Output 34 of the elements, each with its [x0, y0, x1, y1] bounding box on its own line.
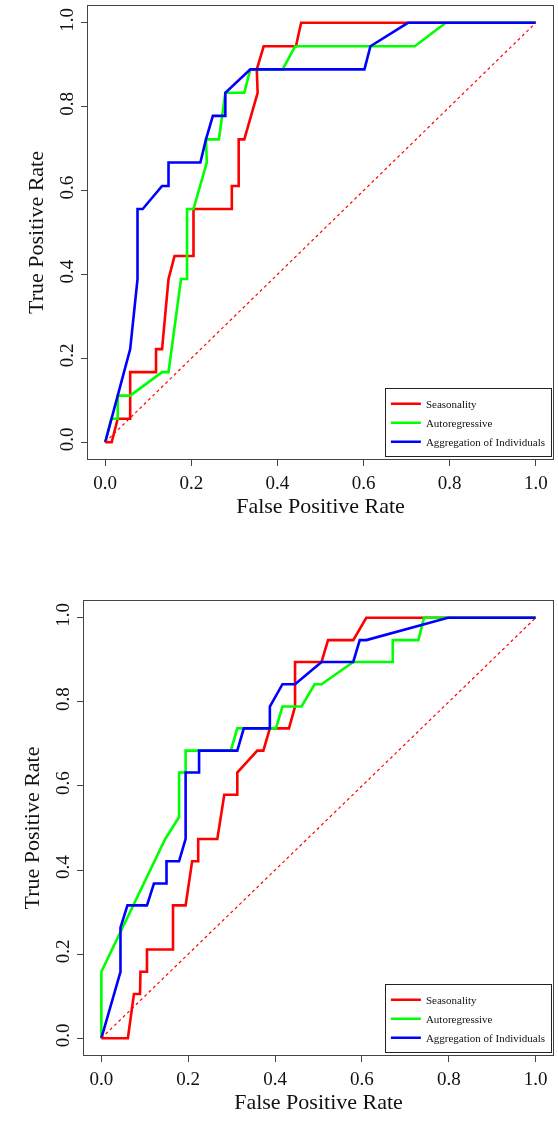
- x-tick-label: 0.2: [176, 1067, 201, 1089]
- legend-label: Seasonality: [425, 994, 478, 1007]
- y-tick-label: 0.0: [52, 1023, 74, 1048]
- y-axis-title: True Positive Rate: [23, 151, 49, 314]
- y-axis-title: True Positive Rate: [19, 746, 45, 910]
- y-tick-label: 1.0: [52, 603, 74, 627]
- legend-label: Autoregressive: [425, 417, 493, 430]
- x-tick-label: 0.0: [93, 471, 118, 493]
- x-tick-label: 0.6: [351, 471, 376, 493]
- x-tick-label: 1.0: [523, 471, 548, 493]
- y-tick-label: 0.6: [56, 175, 78, 200]
- x-tick-label: 0.4: [263, 1067, 288, 1089]
- x-tick-label: 0.8: [437, 471, 462, 493]
- y-tick-label: 0.4: [52, 854, 74, 880]
- y-tick-label: 0.2: [52, 939, 74, 964]
- y-tick-label: 0.6: [52, 771, 74, 795]
- legend-label: Aggregation of Individuals: [425, 1032, 546, 1045]
- x-tick-label: 0.2: [179, 471, 204, 493]
- y-tick-label: 0.8: [56, 91, 78, 116]
- x-tick-label: 0.8: [436, 1067, 461, 1089]
- y-tick-label: 0.8: [52, 687, 74, 711]
- x-tick-label: 1.0: [523, 1067, 548, 1089]
- y-tick-label: 0.2: [56, 343, 78, 368]
- x-tick-label: 0.0: [89, 1067, 114, 1089]
- y-tick-label: 0.4: [56, 259, 78, 284]
- x-axis-title: False Positive Rate: [236, 492, 405, 518]
- legend-label: Seasonality: [425, 398, 478, 411]
- x-tick-label: 0.6: [350, 1067, 374, 1089]
- x-axis-title: False Positive Rate: [234, 1088, 403, 1114]
- legend-label: Aggregation of Individuals: [425, 436, 546, 449]
- y-tick-label: 1.0: [56, 8, 78, 32]
- x-tick-label: 0.4: [265, 471, 290, 493]
- legend-label: Autoregressive: [425, 1013, 493, 1026]
- y-tick-label: 0.0: [56, 427, 78, 452]
